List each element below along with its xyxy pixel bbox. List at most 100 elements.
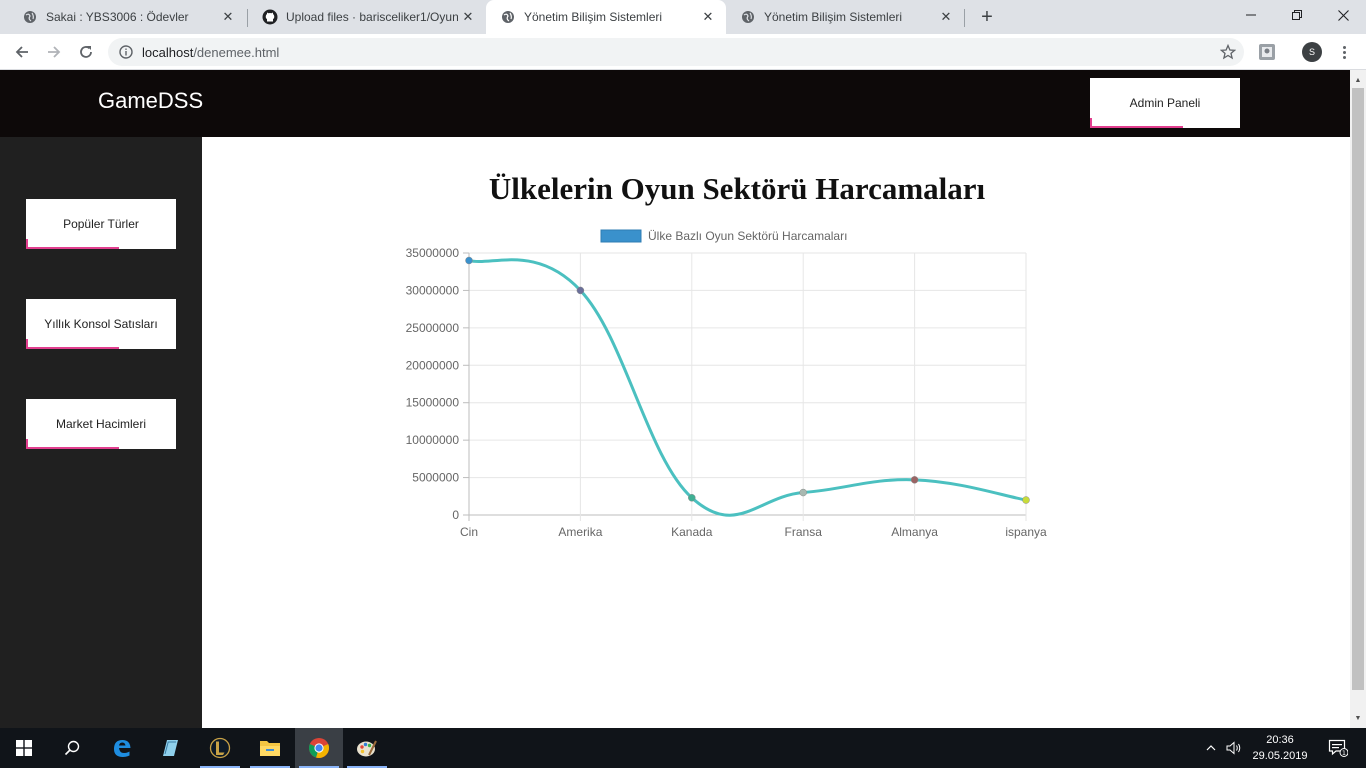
sidebar-item-console-sales[interactable]: Yıllık Konsol Satısları: [26, 299, 176, 349]
data-point: [799, 488, 807, 497]
browser-tab-bar: Sakai : YBS3006 : Ödevler ✕ Upload files…: [0, 0, 1366, 34]
site-header: GameDSS Admin Paneli: [0, 70, 1350, 137]
tab-separator: [247, 9, 248, 27]
page-scrollbar[interactable]: ▲ ▼: [1350, 70, 1366, 728]
legend-swatch: [600, 229, 642, 243]
y-tick-label: 25000000: [406, 321, 460, 335]
sidebar: Popüler Türler Yıllık Konsol Satısları M…: [0, 137, 202, 728]
forward-arrow-icon: [48, 46, 61, 58]
windows-start-icon[interactable]: [0, 728, 48, 768]
close-icon: [1337, 9, 1349, 21]
y-tick-label: 30000000: [406, 283, 460, 297]
running-indicator: [200, 766, 240, 768]
clock-time: 20:36: [1266, 734, 1294, 746]
tray-chevron-icon[interactable]: [1202, 728, 1220, 768]
volume-icon[interactable]: [1224, 728, 1244, 768]
y-tick-label: 15000000: [406, 396, 460, 410]
reload-button[interactable]: [72, 38, 100, 66]
legend-label: Ülke Bazlı Oyun Sektörü Harcamaları: [648, 229, 847, 243]
close-icon[interactable]: ✕: [222, 9, 234, 24]
data-point: [1022, 496, 1030, 504]
back-arrow-icon: [15, 46, 28, 58]
y-tick-label: 0: [452, 508, 459, 522]
data-point: [688, 494, 696, 502]
restore-button[interactable]: [1274, 0, 1320, 30]
x-tick-label: Almanya: [891, 525, 938, 539]
address-bar[interactable]: localhost/denemee.html: [108, 38, 1244, 66]
running-indicator: [250, 766, 290, 768]
file-explorer-icon[interactable]: [246, 728, 294, 768]
close-window-button[interactable]: [1320, 0, 1366, 30]
series-line: [468, 258, 1027, 517]
close-icon[interactable]: ✕: [462, 9, 474, 24]
data-point: [576, 286, 585, 295]
back-button[interactable]: [8, 38, 36, 66]
tab-sakai[interactable]: Sakai : YBS3006 : Ödevler ✕: [8, 0, 246, 34]
profile-avatar[interactable]: S: [1302, 42, 1322, 62]
chrome-icon[interactable]: [295, 728, 343, 768]
data-point: [910, 476, 919, 484]
x-tick-label: Fransa: [785, 525, 823, 539]
running-indicator: [347, 766, 387, 768]
scroll-thumb[interactable]: [1352, 88, 1364, 690]
search-icon[interactable]: [48, 728, 96, 768]
tab-title: Yönetim Bilişim Sistemleri: [524, 10, 663, 24]
edge-icon[interactable]: [98, 728, 146, 768]
close-icon[interactable]: ✕: [940, 9, 952, 24]
x-tick-label: Kanada: [671, 525, 713, 539]
notification-center-icon[interactable]: 1: [1318, 728, 1358, 768]
sidebar-item-market-volumes[interactable]: Market Hacimleri: [26, 399, 176, 449]
bookmark-star-icon[interactable]: [1219, 43, 1237, 60]
restore-icon: [1292, 10, 1302, 20]
github-icon: [262, 9, 278, 25]
chart-title: Ülkelerin Oyun Sektörü Harcamaları: [488, 171, 986, 206]
globe-icon: [740, 9, 756, 25]
x-tick-label: Cin: [460, 525, 478, 539]
tab-ybs[interactable]: Yönetim Bilişim Sistemleri ✕: [726, 0, 964, 34]
new-tab-button[interactable]: +: [981, 5, 993, 28]
tab-active[interactable]: Yönetim Bilişim Sistemleri ✕: [486, 0, 726, 34]
url-text: localhost/denemee.html: [142, 45, 279, 60]
notification-count: 1: [1342, 749, 1346, 757]
tab-title: Yönetim Bilişim Sistemleri: [764, 10, 903, 24]
clock-date: 29.05.2019: [1252, 750, 1308, 762]
league-of-legends-icon[interactable]: [196, 728, 244, 768]
minimize-icon: [1246, 14, 1256, 16]
url-host: localhost: [142, 44, 194, 60]
tab-separator: [964, 9, 965, 27]
admin-panel-button[interactable]: Admin Paneli: [1090, 78, 1240, 128]
windows-taskbar: 20:36 29.05.2019 1: [0, 728, 1366, 768]
site-brand[interactable]: GameDSS: [98, 88, 204, 113]
main-content: Ülkelerin Oyun Sektörü Harcamaları 0 5000…: [202, 137, 1350, 728]
tab-title: Upload files · barisceliker1/Oyun-: [286, 10, 458, 24]
sidebar-item-popular-genres[interactable]: Popüler Türler: [26, 199, 176, 249]
running-indicator: [299, 766, 339, 768]
y-tick-label: 10000000: [406, 433, 460, 447]
taskbar-clock[interactable]: 20:36 29.05.2019: [1246, 732, 1314, 764]
minimize-button[interactable]: [1228, 0, 1274, 30]
forward-button[interactable]: [40, 38, 68, 66]
x-tick-label: ispanya: [1005, 525, 1047, 539]
scroll-up-icon[interactable]: ▲: [1354, 76, 1362, 84]
line-chart: 0 5000000 10000000 15000000 20000000 25000000…: [406, 229, 1047, 539]
browser-toolbar: localhost/denemee.html S: [0, 34, 1366, 70]
globe-icon: [22, 9, 38, 25]
data-point: [465, 256, 473, 265]
reload-icon: [80, 46, 92, 58]
extension-icon[interactable]: [1258, 43, 1276, 61]
y-tick-label: 35000000: [406, 246, 460, 260]
web-page: GameDSS Admin Paneli Popüler Türler Yıll…: [0, 70, 1350, 728]
y-tick-label: 5000000: [412, 471, 459, 485]
tab-title: Sakai : YBS3006 : Ödevler: [46, 10, 189, 24]
y-tick-label: 20000000: [406, 358, 460, 372]
info-icon[interactable]: [118, 44, 134, 60]
paint-icon[interactable]: [343, 728, 391, 768]
browser-menu-icon[interactable]: [1336, 42, 1352, 62]
notepad-icon[interactable]: [146, 728, 194, 768]
close-icon[interactable]: ✕: [702, 9, 714, 24]
tab-github[interactable]: Upload files · barisceliker1/Oyun- ✕: [248, 0, 486, 34]
globe-icon: [500, 9, 516, 25]
x-tick-label: Amerika: [558, 525, 602, 539]
url-path: /denemee.html: [193, 44, 280, 60]
scroll-down-icon[interactable]: ▼: [1354, 714, 1362, 722]
